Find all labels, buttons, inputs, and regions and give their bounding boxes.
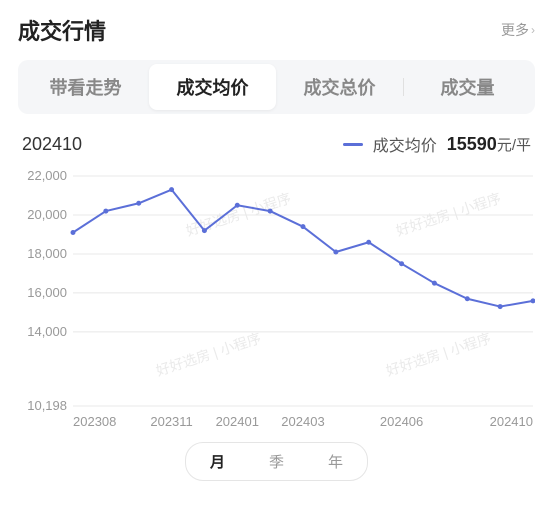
period-tab-year[interactable]: 年	[306, 445, 365, 478]
tab-avg-price[interactable]: 成交均价	[149, 64, 276, 110]
chevron-right-icon: ›	[531, 23, 535, 37]
metric-tabs: 带看走势 成交均价 成交总价 成交量	[18, 60, 535, 114]
page-title: 成交行情	[18, 14, 106, 46]
period-tabs: 月 季 年	[185, 442, 368, 481]
legend-value: 15590	[447, 134, 497, 154]
legend-line-icon	[343, 143, 363, 146]
chart-legend: 成交均价 15590元/平	[343, 132, 531, 156]
svg-text:16,000: 16,000	[27, 285, 67, 300]
more-link[interactable]: 更多 ›	[501, 20, 535, 40]
price-line-chart: 好好选房 | 小程序好好选房 | 小程序好好选房 | 小程序好好选房 | 小程序…	[18, 166, 535, 434]
svg-text:好好选房 | 小程序: 好好选房 | 小程序	[154, 330, 263, 379]
svg-text:202401: 202401	[216, 414, 259, 429]
svg-text:20,000: 20,000	[27, 207, 67, 222]
legend-unit: 元/平	[497, 137, 531, 154]
current-period: 202410	[22, 134, 82, 155]
svg-text:22,000: 22,000	[27, 168, 67, 183]
svg-text:18,000: 18,000	[27, 246, 67, 261]
svg-text:202311: 202311	[150, 414, 192, 429]
svg-text:好好选房 | 小程序: 好好选房 | 小程序	[394, 190, 503, 239]
svg-text:10,198: 10,198	[27, 398, 67, 413]
tab-view-trend[interactable]: 带看走势	[22, 64, 149, 110]
more-label: 更多	[501, 20, 529, 40]
svg-text:好好选房 | 小程序: 好好选房 | 小程序	[384, 330, 493, 379]
svg-text:202406: 202406	[380, 414, 423, 429]
legend-label: 成交均价	[373, 132, 437, 156]
svg-text:202410: 202410	[490, 414, 533, 429]
svg-text:14,000: 14,000	[27, 324, 67, 339]
tab-volume[interactable]: 成交量	[404, 64, 531, 110]
period-tab-month[interactable]: 月	[188, 445, 247, 478]
tab-total-price[interactable]: 成交总价	[276, 64, 403, 110]
svg-text:202308: 202308	[73, 414, 116, 429]
period-tab-quarter[interactable]: 季	[247, 445, 306, 478]
svg-text:202403: 202403	[281, 414, 324, 429]
